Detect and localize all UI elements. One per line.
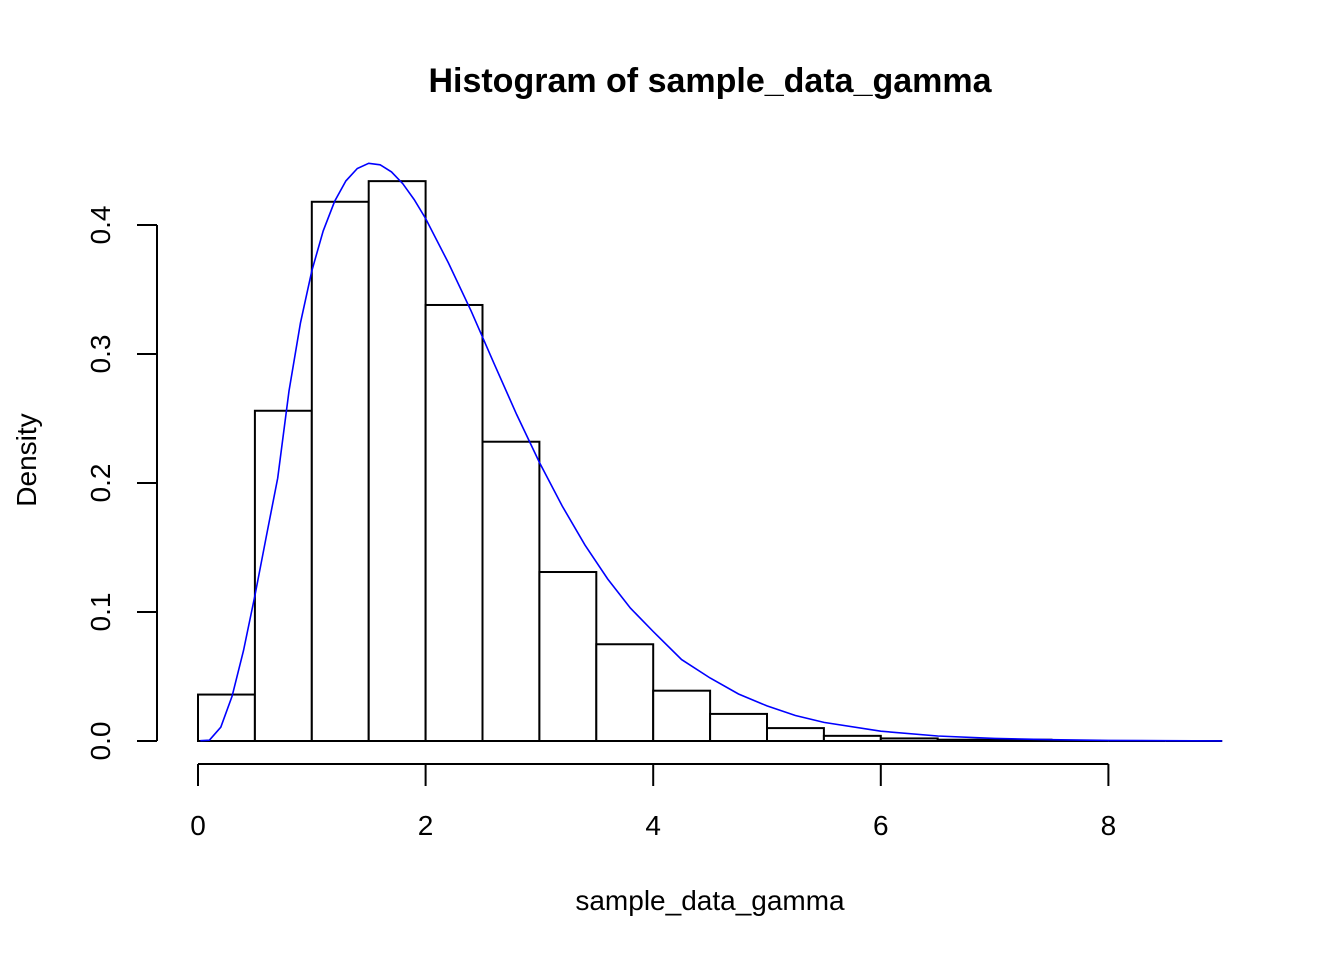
histogram-bar [538, 571, 598, 743]
x-tick-label: 8 [1101, 810, 1117, 841]
histogram-bar [481, 440, 541, 742]
y-tick-label: 0.4 [85, 206, 116, 245]
histogram-bar [822, 734, 882, 743]
histogram-bar [652, 689, 712, 743]
histogram-bar [595, 643, 655, 742]
histogram-bar [367, 180, 427, 742]
density-curve-line [200, 162, 1223, 742]
histogram-bar [253, 409, 313, 742]
histogram-bar [310, 200, 370, 742]
y-axis-label: Density [11, 413, 42, 506]
histogram-bars [197, 180, 1223, 743]
histogram-bar [709, 712, 768, 742]
histogram-bar [766, 727, 825, 742]
y-tick-label: 0.0 [85, 722, 116, 761]
histogram-bar [424, 303, 484, 742]
x-tick-label: 4 [645, 810, 661, 841]
y-tick-label: 0.2 [85, 464, 116, 503]
chart-title: Histogram of sample_data_gamma [428, 62, 992, 100]
x-tick-label: 2 [418, 810, 434, 841]
histogram-bar [879, 737, 939, 742]
density-curve-layer [200, 162, 1223, 742]
y-tick-label: 0.3 [85, 335, 116, 374]
histogram-bar [936, 738, 996, 743]
x-tick-label: 0 [190, 810, 206, 841]
y-tick-label: 0.1 [85, 593, 116, 632]
y-axis: 0.0 0.1 0.2 0.3 0.4 [85, 206, 158, 761]
histogram-bar [197, 693, 256, 742]
x-axis: 0 2 4 6 8 [190, 763, 1117, 841]
x-tick-label: 6 [873, 810, 889, 841]
x-axis-label: sample_data_gamma [575, 885, 845, 916]
